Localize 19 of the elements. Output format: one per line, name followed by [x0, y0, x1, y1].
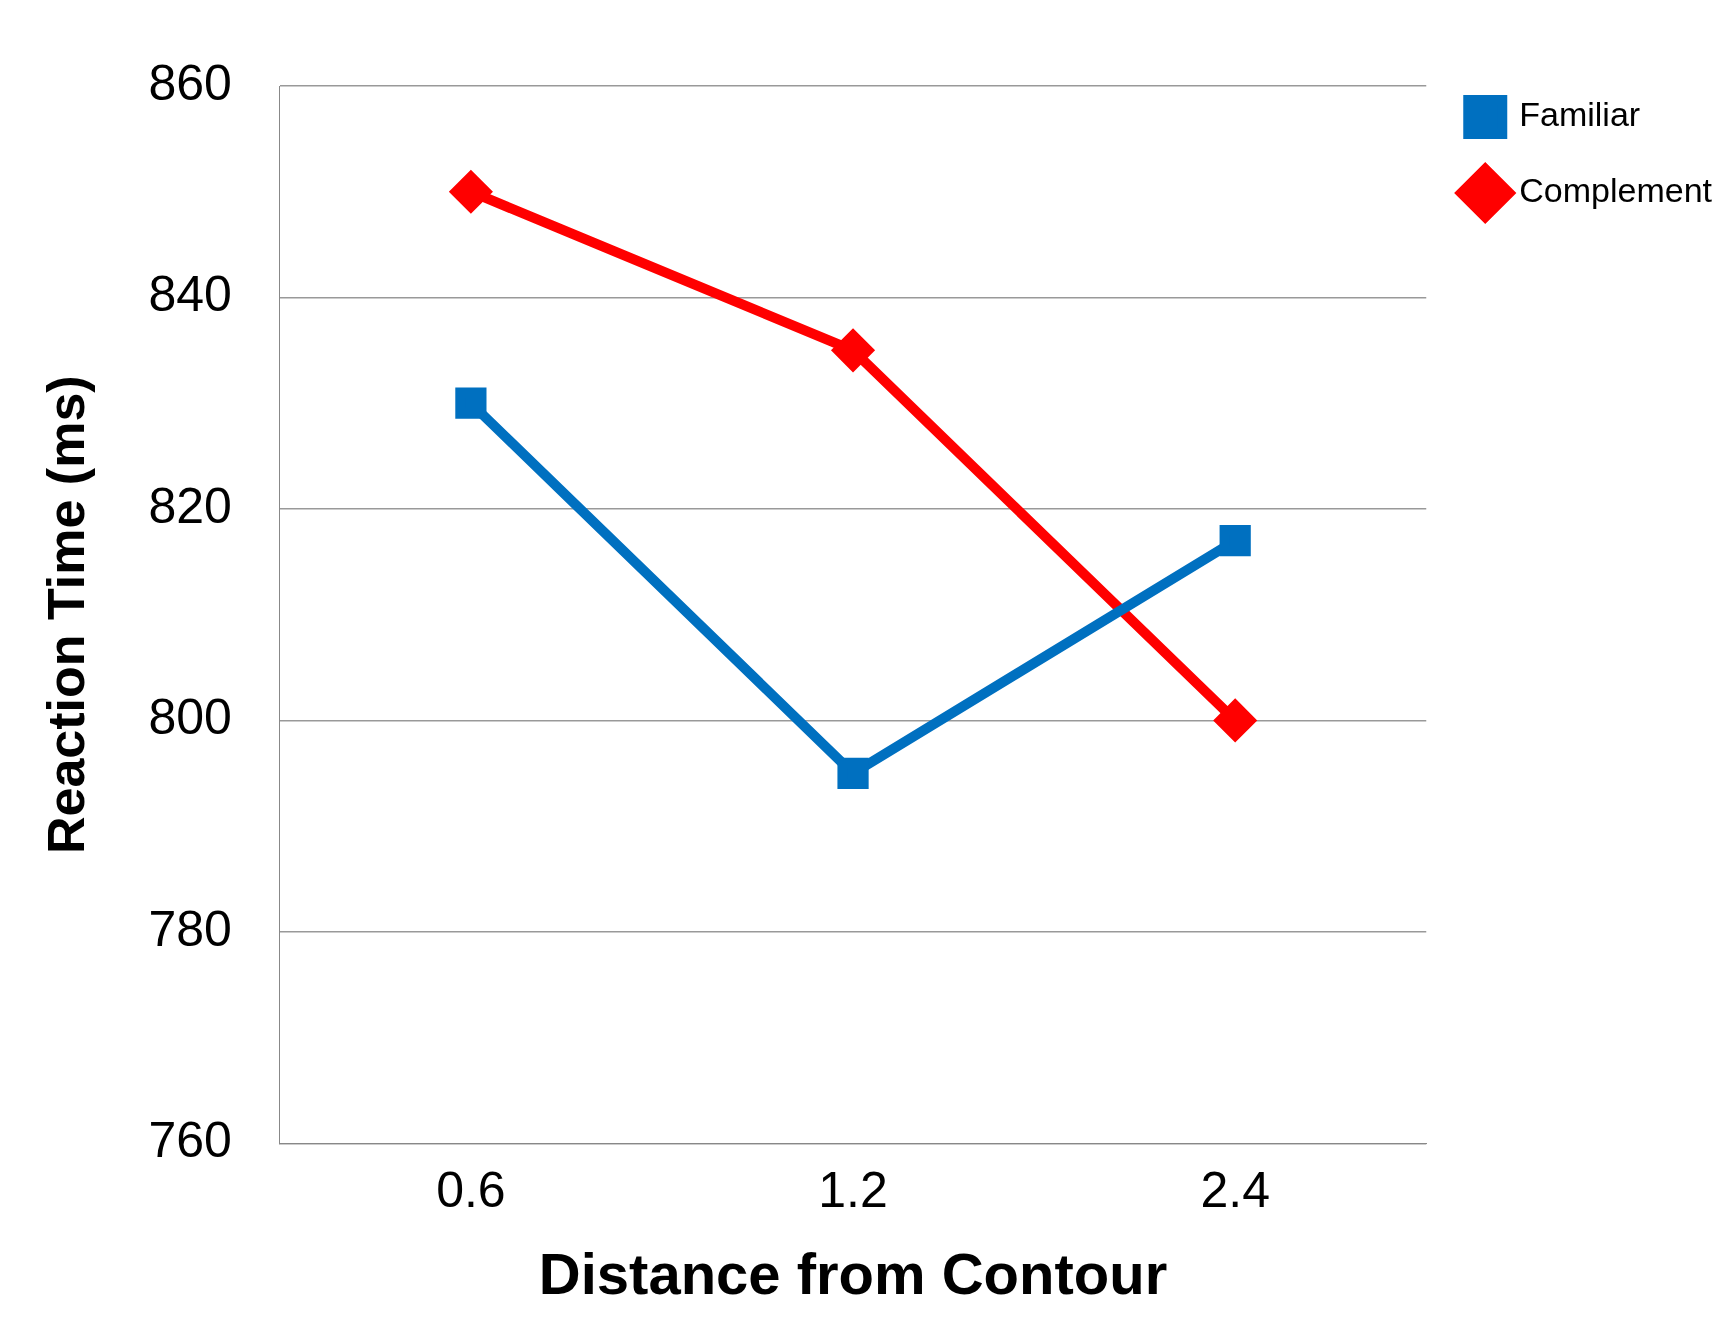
y-tick-label: 860 [148, 54, 232, 111]
point [449, 169, 493, 214]
y-tick-label: 820 [148, 477, 232, 534]
legend-label: Familiar [1519, 95, 1641, 134]
point [1213, 698, 1258, 743]
legend-label: Complement [1519, 171, 1713, 210]
y-axis-title: Reaction Time (ms) [36, 375, 95, 855]
point [831, 328, 875, 373]
point [455, 387, 487, 419]
y-tick-label: 800 [148, 689, 232, 746]
y-tick-label: 760 [148, 1112, 232, 1169]
point [1219, 525, 1251, 557]
x-axis-title: Distance from Contour [538, 1241, 1168, 1307]
x-tick-label: 1.2 [818, 1162, 888, 1219]
x-tick-label: 0.6 [436, 1162, 506, 1219]
y-tick-label: 840 [148, 266, 232, 323]
point [837, 757, 869, 789]
y-tick-label: 780 [148, 900, 232, 957]
x-tick-label: 2.4 [1200, 1162, 1270, 1219]
